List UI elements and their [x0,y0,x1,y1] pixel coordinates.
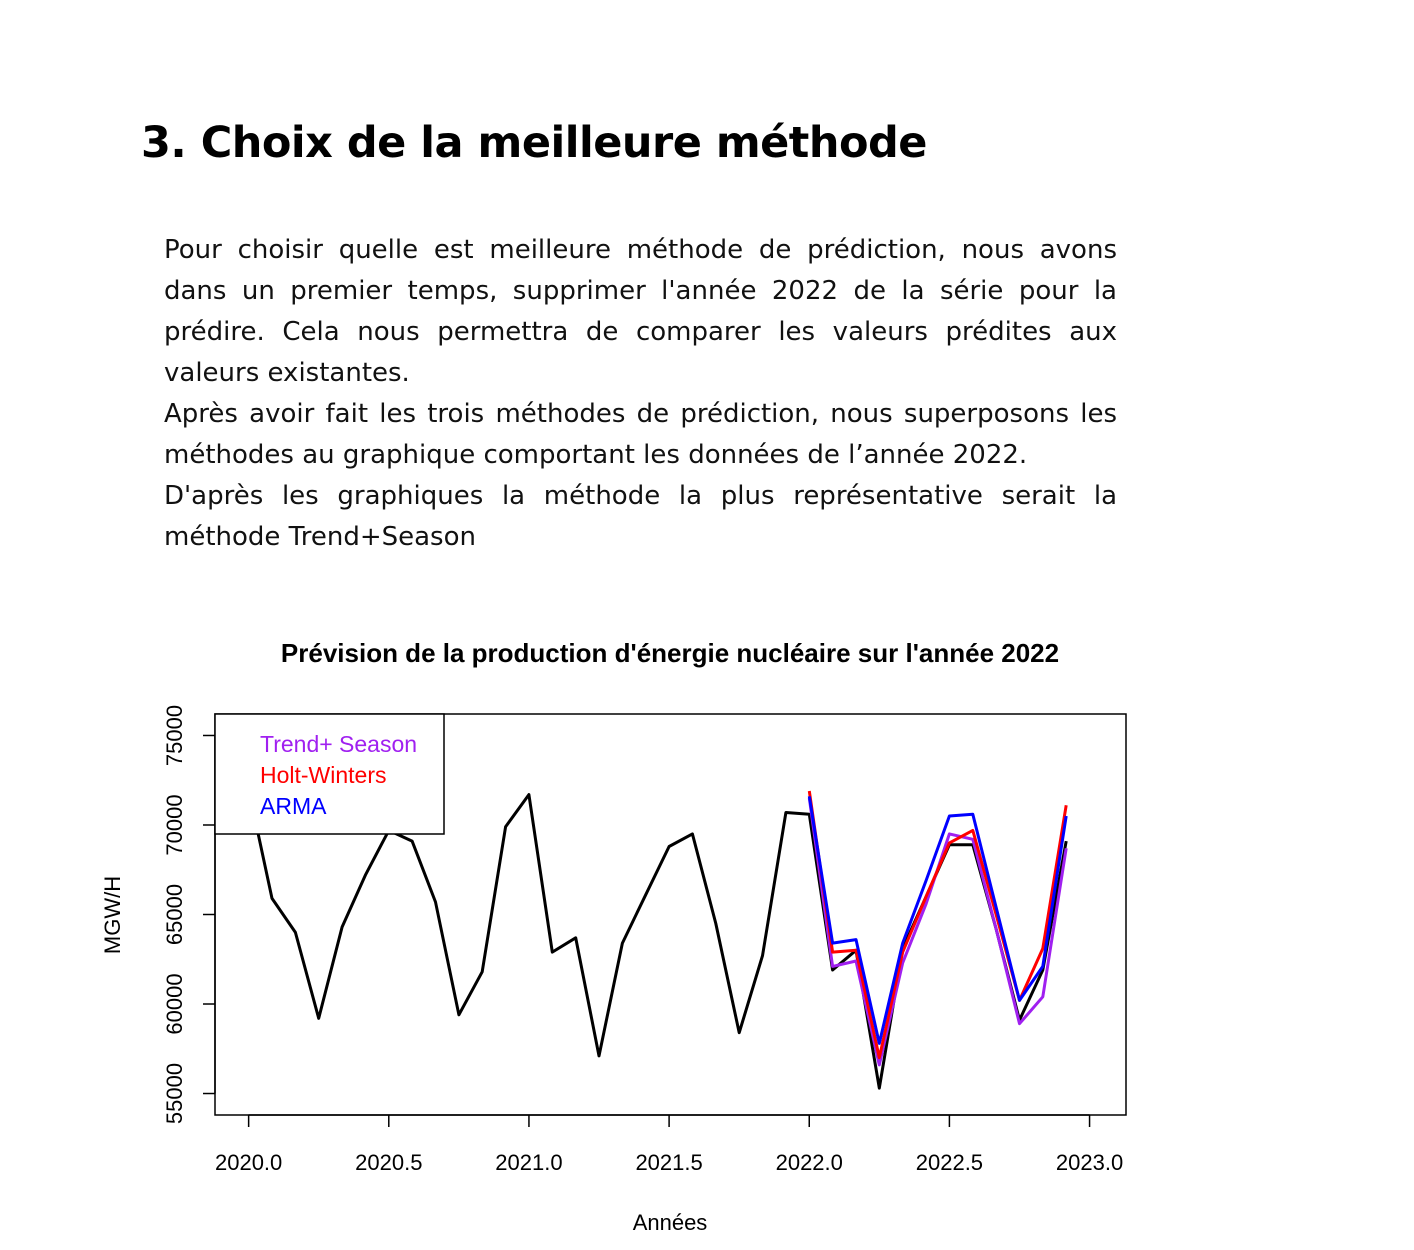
legend-box [214,713,445,835]
x-axis: 2020.0 2020.5 2021.0 2021.5 2022.0 2022.5 2023… [215,1114,1123,1175]
chart-svg: Prévision de la production d'énergie nuc… [100,638,1127,1235]
legend-entry-trend-season: Trend+ Season [260,731,417,757]
x-tick-label: 2020.5 [355,1150,422,1175]
x-tick-label: 2021.0 [495,1150,562,1175]
series-line-arma [807,796,1068,1045]
y-tick-label: 65000 [162,884,187,945]
legend-entry-holt-winters: Holt-Winters [260,762,387,788]
paragraph: Après avoir fait les trois méthodes de p… [164,399,1117,470]
y-tick-label: 60000 [162,973,187,1034]
legend-entry-arma: ARMA [260,793,327,819]
section-heading: 3. Choix de la meilleure méthode [141,118,927,168]
series-line-trend-season [807,797,1068,1067]
paragraph: D'après les graphiques la méthode la plu… [164,481,1117,552]
body-text: Pour choisir quelle est meilleure méthod… [164,230,1117,558]
series-line-holt-winters [807,790,1068,1060]
y-axis: 55000 60000 65000 70000 75000 [162,705,216,1124]
legend: Trend+ Season Holt-Winters ARMA [214,713,445,835]
x-tick-label: 2022.0 [776,1150,843,1175]
y-tick-label: 55000 [162,1063,187,1124]
paragraph: Pour choisir quelle est meilleure méthod… [164,235,1117,388]
x-axis-label: Années [633,1210,708,1235]
x-tick-label: 2020.0 [215,1150,282,1175]
x-tick-label: 2021.5 [635,1150,702,1175]
y-axis-label: MGW/H [100,876,125,954]
x-tick-label: 2022.5 [916,1150,983,1175]
chart-title: Prévision de la production d'énergie nuc… [281,638,1059,668]
x-tick-label: 2023.0 [1056,1150,1123,1175]
forecast-chart: Prévision de la production d'énergie nuc… [0,600,1414,1245]
series-lines [247,788,1068,1090]
y-tick-label: 75000 [162,705,187,766]
y-tick-label: 70000 [162,794,187,855]
